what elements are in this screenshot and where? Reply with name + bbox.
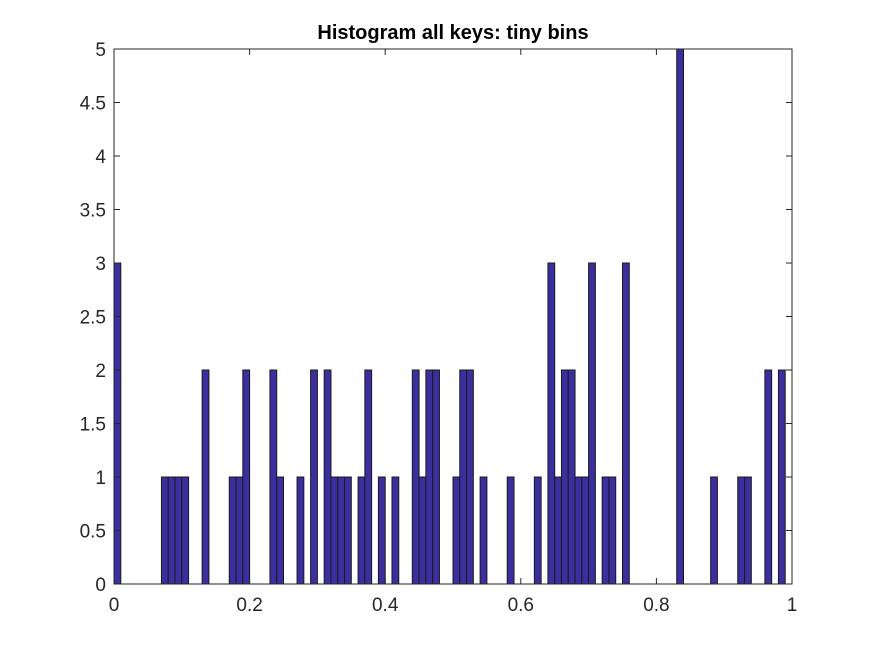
histogram-bar [777,369,786,585]
histogram-bar [588,262,596,585]
y-tick-label: 0 [95,575,106,596]
histogram-bar [533,476,542,585]
histogram-bar [377,476,386,585]
y-tick-label: 2 [95,361,106,382]
histogram-bar [764,369,773,585]
x-tick-label: 0.8 [643,595,669,616]
histogram-bar [337,476,346,585]
histogram-bar [323,369,332,585]
chart-title: Histogram all keys: tiny bins [317,22,588,44]
y-tick-label: 1.5 [80,415,106,436]
histogram-bar [344,476,352,585]
histogram-bar [167,476,176,585]
histogram-bar [459,369,468,585]
x-tick-label: 0 [109,595,120,616]
histogram-bar [391,476,400,585]
histogram-bar [432,369,440,585]
histogram-bar [581,476,590,585]
histogram-bar [296,476,305,585]
y-tick-label: 3.5 [80,201,106,222]
histogram-bar [330,476,339,585]
histogram-bar [174,476,183,585]
histogram-bar [601,476,610,585]
histogram-bar [160,476,169,585]
histogram-bar [554,476,562,585]
x-tick-label: 0.2 [236,595,262,616]
y-tick-label: 2.5 [80,308,106,329]
histogram-bar [466,369,474,585]
x-axis: 0 0.2 0.4 0.6 0.8 1 [109,49,798,616]
histogram-bar [181,476,190,585]
histogram-bar [506,476,515,585]
histogram-bar [201,369,210,585]
histogram-bar [242,369,251,585]
x-tick-label: 0.6 [508,595,534,616]
histogram-bar [452,476,461,585]
y-axis: 0 0.5 1 1.5 2 2.5 3 3.5 4 4.5 5 [80,40,792,596]
histogram-bar [560,369,569,585]
histogram-bar [710,476,718,585]
histogram-bar [418,476,427,585]
histogram-bar [269,369,278,585]
x-tick-label: 0.4 [372,595,399,616]
histogram-bar [310,369,318,585]
histogram-bar [479,476,488,585]
histogram-bar [744,476,752,585]
histogram-bar [357,476,366,585]
histogram-bar [276,476,285,585]
histogram-bars [113,48,786,585]
histogram-bar [737,476,746,585]
histogram-bar [235,476,244,585]
histogram-bar [425,369,434,585]
histogram-bar [574,476,583,585]
y-tick-label: 3 [95,254,106,275]
histogram-bar [608,476,617,585]
histogram-bar [411,369,420,585]
y-tick-label: 0.5 [80,522,106,543]
histogram-bar [622,262,630,585]
histogram-bar [228,476,237,585]
y-tick-label: 1 [95,468,106,489]
y-tick-label: 4 [95,147,106,168]
histogram-bar [547,262,556,585]
y-tick-label: 4.5 [80,94,106,115]
histogram-bar [567,369,576,585]
histogram-bar [676,48,685,585]
y-tick-label: 5 [95,40,106,61]
histogram-bar [364,369,373,585]
x-tick-label: 1 [787,595,798,616]
